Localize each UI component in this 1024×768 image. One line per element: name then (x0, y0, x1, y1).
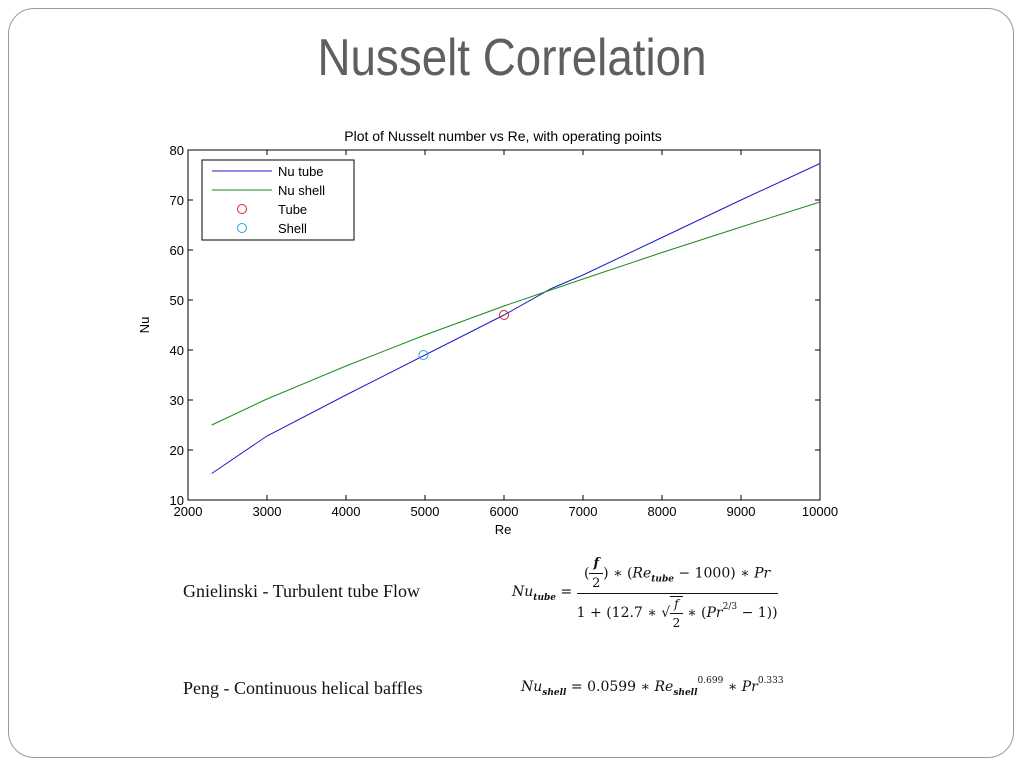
legend-label: Shell (278, 221, 307, 236)
legend-marker (237, 223, 247, 233)
x-tick-label: 8000 (648, 504, 677, 519)
nusselt-chart: Plot of Nusselt number vs Re, with opera… (137, 128, 838, 537)
series-line-nu-tube (211, 163, 821, 474)
legend-box (201, 159, 355, 241)
slide-title: Nusselt Correlation (317, 29, 707, 87)
x-axis-label: Re (495, 522, 512, 537)
y-tick-label: 50 (170, 293, 184, 308)
x-tick-label: 5000 (411, 504, 440, 519)
y-axis-label: Nu (137, 317, 152, 334)
x-tick-label: 10000 (802, 504, 838, 519)
chart-title: Plot of Nusselt number vs Re, with opera… (344, 128, 662, 144)
caption-shell: Peng - Continuous helical baffles (183, 678, 423, 698)
y-tick-label: 10 (170, 493, 184, 508)
slide-frame (8, 8, 1014, 758)
operating-point-shell (418, 350, 429, 360)
caption-tube: Gnielinski - Turbulent tube Flow (183, 581, 421, 601)
operating-point-tube (499, 310, 509, 320)
formula-tube: Nutube = (f 2) ∗ (Retube − 1000) ∗ Pr 1 +… (512, 556, 778, 630)
series-line-nu-shell (211, 201, 821, 426)
y-tick-label: 80 (170, 143, 184, 158)
x-tick-label: 7000 (569, 504, 598, 519)
y-tick-label: 20 (170, 443, 184, 458)
x-tick-label: 2000 (174, 504, 203, 519)
legend-marker (237, 204, 247, 214)
x-tick-label: 9000 (727, 504, 756, 519)
y-tick-label: 60 (170, 243, 184, 258)
legend-label: Tube (278, 202, 307, 217)
formula-shell: Nushell = 0.0599 ∗ Reshell0.699 ∗ Pr0.33… (521, 676, 784, 698)
y-tick-label: 40 (170, 343, 184, 358)
x-tick-label: 3000 (253, 504, 282, 519)
y-tick-label: 70 (170, 193, 184, 208)
legend-label: Nu tube (278, 164, 324, 179)
x-tick-label: 6000 (490, 504, 519, 519)
y-tick-label: 30 (170, 393, 184, 408)
x-tick-label: 4000 (332, 504, 361, 519)
legend-label: Nu shell (278, 183, 325, 198)
